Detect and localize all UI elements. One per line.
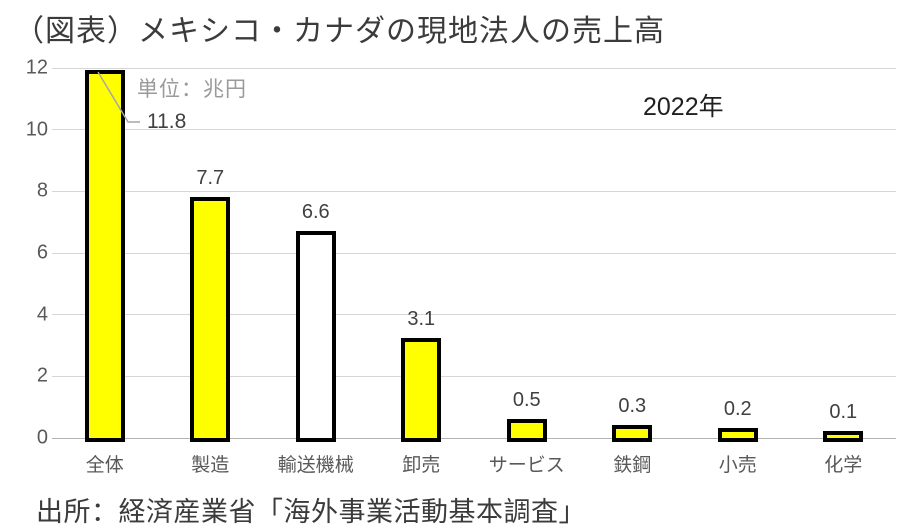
gridline-y10 — [52, 129, 896, 131]
category-label-2: 輸送機械 — [277, 455, 354, 476]
category-label-4: サービス — [488, 455, 565, 476]
value-label-4: 0.5 — [512, 388, 541, 411]
bar-7 — [823, 430, 864, 442]
bar-1 — [190, 196, 231, 442]
gridline-y4 — [52, 314, 896, 316]
year-label: 2022年 — [643, 93, 724, 121]
chart-title: （図表）メキシコ・カナダの現地法人の売上高 — [14, 15, 665, 48]
gridline-y12 — [52, 67, 896, 69]
gridline-y0 — [52, 437, 896, 439]
gridline-y8 — [52, 190, 896, 192]
y-axis-tick-label: 12 — [25, 56, 48, 79]
category-label-7: 化学 — [824, 455, 863, 476]
y-axis-tick-label: 10 — [25, 118, 48, 141]
unit-label: 単位：兆円 — [137, 78, 247, 101]
bar-0 — [84, 70, 125, 442]
callout-value-label: 11.8 — [147, 110, 187, 133]
bar-3 — [401, 338, 442, 442]
gridline-y6 — [52, 252, 896, 254]
value-label-3: 3.1 — [407, 308, 436, 331]
category-label-3: 卸売 — [402, 455, 441, 476]
source-note: 出所：経済産業省「海外事業活動基本調査」 — [36, 497, 586, 527]
y-axis-tick-label: 0 — [36, 426, 48, 449]
value-label-6: 0.2 — [723, 397, 752, 420]
gridline-y2 — [52, 375, 896, 377]
bar-4 — [506, 418, 547, 442]
plot-area: 0 2 4 6 8 10 12 全体 7.7 製造 6.6 輸送機械 3.1 卸売 0.5 サービス 0.3 鉄鋼… — [26, 57, 896, 476]
y-axis-tick-label: 6 — [36, 241, 48, 264]
category-label-5: 鉄鋼 — [613, 455, 652, 476]
y-axis-tick-label: 8 — [36, 179, 48, 202]
value-label-7: 0.1 — [829, 400, 858, 423]
y-axis-tick-label: 2 — [36, 364, 48, 387]
value-label-5: 0.3 — [618, 394, 647, 417]
category-label-0: 全体 — [85, 455, 124, 476]
bar-2 — [295, 230, 336, 442]
value-label-1: 7.7 — [196, 166, 225, 189]
category-label-1: 製造 — [191, 455, 230, 476]
bar-6 — [717, 427, 758, 442]
category-label-6: 小売 — [718, 455, 757, 476]
y-axis-tick-label: 4 — [36, 303, 48, 326]
value-label-2: 6.6 — [301, 200, 330, 223]
bar-5 — [612, 424, 653, 442]
